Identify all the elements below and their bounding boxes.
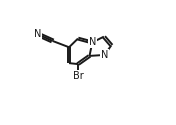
Text: N: N: [34, 29, 41, 39]
Text: N: N: [89, 37, 96, 47]
Text: Br: Br: [73, 71, 83, 81]
Text: N: N: [101, 50, 108, 60]
